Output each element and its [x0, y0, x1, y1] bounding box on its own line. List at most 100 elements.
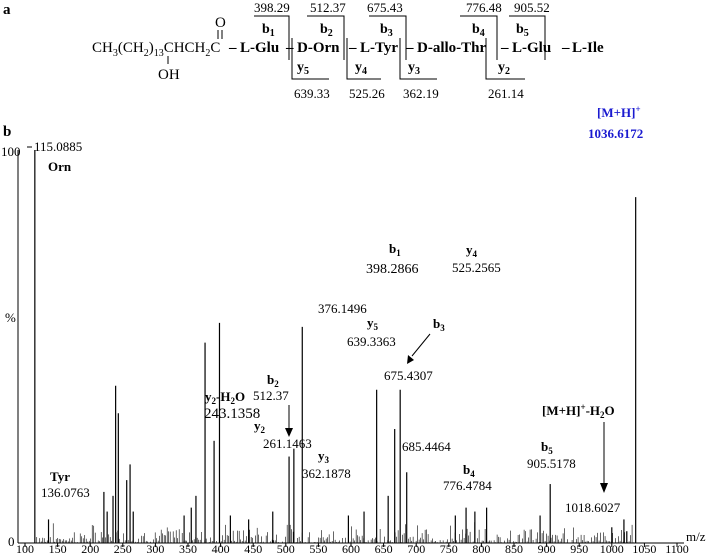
y5-value: 639.33 — [294, 86, 330, 101]
label-1018: 1018.6027 — [565, 500, 621, 515]
x-tick-label-200: 200 — [81, 542, 99, 555]
x-tick-label-350: 350 — [179, 542, 197, 555]
x-axis-ticks: 100 150 200 250 300 350 400 450 500 550 600 650 700 7… — [16, 542, 689, 555]
arrowhead-675 — [407, 355, 414, 364]
y-axis-label: % — [5, 310, 16, 325]
y-ion-values: 639.33 525.26 362.19 261.14 — [294, 86, 524, 101]
residue-6: L-Ile — [572, 40, 604, 56]
peptide-sequence: – L-Glu – D-Orn – L-Tyr – D-allo-Thr – L… — [228, 40, 604, 56]
b1-label: b1 — [262, 22, 275, 39]
b5-bracket — [509, 15, 546, 60]
label-y2-h2o: y2-H2O — [205, 389, 245, 406]
b4-value: 776.48 — [466, 0, 502, 15]
x-axis-label: m/z — [686, 529, 706, 544]
x-tick-label-600: 600 — [342, 542, 360, 555]
b-ion-labels: b1 b2 b3 b4 b5 — [262, 22, 529, 39]
label-b3: b3 — [433, 316, 445, 333]
b5-value: 905.52 — [514, 0, 550, 15]
x-tick-label-550: 550 — [309, 542, 327, 555]
x-tick-label-300: 300 — [146, 542, 164, 555]
label-tyr: Tyr — [50, 469, 70, 484]
label-1036: 1036.6172 — [588, 126, 643, 141]
arrow-675 — [411, 333, 431, 357]
x-tick-label-800: 800 — [472, 542, 490, 555]
label-261: 261.1463 — [263, 436, 312, 451]
residue-4: D-allo-Thr — [417, 40, 487, 56]
b4-label: b4 — [472, 22, 485, 39]
label-398: 398.2866 — [366, 262, 419, 277]
residue-2: D-Orn — [297, 40, 340, 56]
label-y2: y2 — [254, 418, 266, 435]
separator: – — [500, 40, 509, 56]
label-orn: Orn — [48, 159, 72, 174]
x-tick-label-450: 450 — [244, 542, 262, 555]
x-tick-label-950: 950 — [570, 542, 588, 555]
label-b5: b5 — [541, 439, 553, 456]
label-mh: [M+H]+ — [597, 104, 641, 120]
label-685: 685.4464 — [402, 439, 451, 454]
residue-1: L-Glu — [240, 40, 279, 56]
y4-bracket — [346, 38, 381, 80]
separator: – — [228, 40, 237, 56]
label-639: 639.3363 — [347, 334, 396, 349]
y2-label: y2 — [498, 60, 510, 77]
label-512: 512.37 — [253, 388, 289, 403]
arrowhead-512 — [285, 428, 293, 437]
y2-bracket — [485, 38, 525, 80]
label-mh-h2o: [M+H]+-H2O — [542, 402, 615, 420]
y-tick-label-100: 100 — [1, 144, 21, 159]
y4-value: 525.26 — [349, 86, 385, 101]
baseline-noise — [36, 522, 634, 543]
spectrum-chart: % 100 0 m/z 100 150 200 250 300 350 400 450 500 5… — [1, 104, 706, 555]
b2-bracket — [307, 15, 345, 60]
y3-value: 362.19 — [403, 86, 439, 101]
x-tick-label-250: 250 — [114, 542, 132, 555]
label-y3: y3 — [318, 448, 330, 465]
b-ion-brackets — [254, 15, 546, 60]
y5-label: y5 — [297, 60, 309, 77]
b1-bracket — [254, 15, 290, 60]
b2-value: 512.37 — [310, 0, 346, 15]
lipid-chain-formula: CH3(CH2)13CHCH2C — [92, 40, 220, 59]
label-376: 376.1496 — [318, 301, 367, 316]
panel-a: a CH3(CH2)13CHCH2C O OH – L-Glu – D-Orn … — [3, 0, 604, 101]
separator: – — [561, 40, 570, 56]
separator: – — [405, 40, 414, 56]
label-115: 115.0885 — [34, 139, 82, 154]
x-tick-label-1100: 1100 — [665, 542, 689, 555]
label-b4: b4 — [463, 462, 475, 479]
b3-label: b3 — [380, 22, 393, 39]
hydroxyl-group: OH — [158, 67, 180, 83]
x-tick-label-500: 500 — [277, 542, 295, 555]
label-y4: y4 — [466, 242, 478, 259]
x-tick-label-1050: 1050 — [632, 542, 656, 555]
label-b1: b1 — [389, 241, 401, 258]
b3-bracket — [369, 15, 407, 60]
label-243: 243.1358 — [204, 406, 260, 422]
panel-b-label: b — [3, 124, 11, 140]
y4-label: y4 — [355, 60, 367, 77]
b3-value: 675.43 — [367, 0, 403, 15]
y2-value: 261.14 — [488, 86, 524, 101]
label-675: 675.4307 — [384, 368, 433, 383]
arrowhead-1018 — [600, 483, 608, 493]
y-tick-label-0: 0 — [8, 534, 15, 549]
residue-5: L-Glu — [512, 40, 551, 56]
label-525: 525.2565 — [452, 260, 501, 275]
carbonyl-oxygen: O — [215, 15, 226, 31]
x-tick-label-150: 150 — [49, 542, 67, 555]
y5-bracket — [291, 38, 329, 80]
peak-annotations: 115.0885 Orn Tyr 136.0763 y2-H2O 243.135… — [27, 104, 643, 515]
label-362: 362.1878 — [302, 466, 351, 481]
label-136: 136.0763 — [41, 485, 90, 500]
b-ion-values: 398.29 512.37 675.43 776.48 905.52 — [254, 0, 550, 15]
separator: – — [348, 40, 357, 56]
residue-3: L-Tyr — [360, 40, 398, 56]
b1-value: 398.29 — [254, 0, 290, 15]
panel-a-label: a — [3, 2, 11, 18]
label-y5: y5 — [367, 315, 379, 332]
y3-bracket — [399, 38, 437, 80]
label-905: 905.5178 — [527, 456, 576, 471]
y-ion-labels: y5 y4 y3 y2 — [297, 60, 510, 77]
